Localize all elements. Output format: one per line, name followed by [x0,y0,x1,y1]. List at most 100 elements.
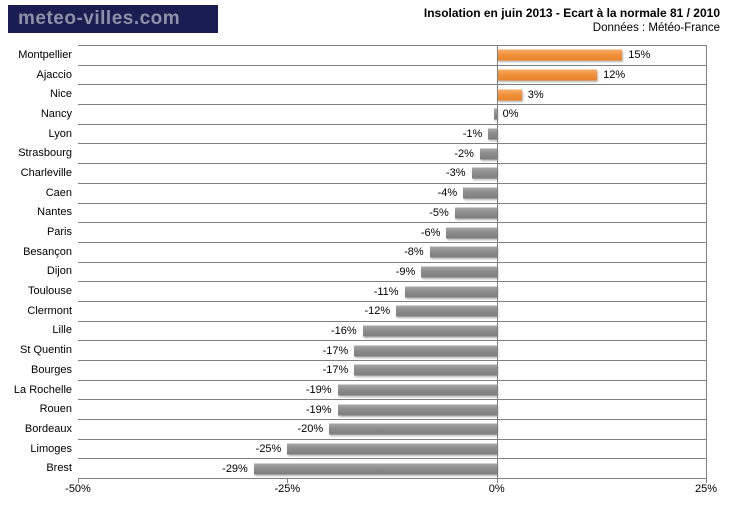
chart-row-nice: 3% [78,85,706,106]
value-label-limoges: -25% [255,443,282,456]
value-label-dijon: -9% [395,265,416,278]
category-label-besancon: Besançon [23,245,72,258]
category-label-bordeaux: Bordeaux [24,422,72,435]
value-label-brest: -29% [222,462,248,475]
category-label-st-quentin: St Quentin [20,344,72,357]
value-label-toulouse: -11% [373,285,399,298]
category-label-lyon: Lyon [48,127,72,140]
zero-axis-line [496,46,498,479]
chart-subtitle: Données : Météo-France [592,22,720,34]
site-logo: meteo-villes.com [8,5,218,33]
category-label-toulouse: Toulouse [27,285,72,298]
bar-brest [253,463,497,475]
x-tick-label--25: -25% [274,483,301,495]
chart-row-clermont: -12% [78,302,706,322]
x-tick-label--50: -50% [65,483,91,495]
value-label-ajaccio: 12% [603,69,626,82]
bar-nice [496,89,522,101]
value-label-rouen: -19% [305,403,332,416]
bar-bordeaux [329,423,497,435]
value-label-nantes: -5% [429,206,449,219]
value-label-clermont: -12% [364,305,391,318]
chart-row-st-quentin: -17% [78,341,706,361]
chart-row-limoges: -25% [78,440,706,460]
x-tick--25 [287,479,289,483]
bar-rouen [337,404,497,416]
category-label-brest: Brest [46,462,72,475]
chart-row-nancy: 0% [78,105,706,125]
bar-caen [463,187,497,199]
chart-row-bourges: -17% [78,361,706,381]
category-label-rouen: Rouen [39,403,72,416]
category-label-la-rochelle: La Rochelle [13,383,72,396]
category-label-nantes: Nantes [37,206,72,219]
chart-title: Insolation en juin 2013 - Ecart à la nor… [423,6,720,20]
chart-row-brest: -29% [78,459,706,480]
category-label-clermont: Clermont [27,304,72,317]
chart-row-montpellier: 15% [78,46,706,66]
bar-strasbourg [479,148,497,160]
category-label-lille: Lille [52,324,72,337]
x-tick-label-0: 0% [488,483,505,495]
bar-besancon [429,246,497,258]
value-label-st-quentin: -17% [322,344,349,357]
chart-row-caen: -4% [78,184,706,204]
x-tick--50 [78,479,79,483]
x-tick-label-25: 25% [694,483,718,495]
chart-row-strasbourg: -2% [78,144,706,165]
category-label-charleville: Charleville [20,166,72,179]
category-label-ajaccio: Ajaccio [36,68,72,81]
chart-row-besancon: -8% [78,243,706,263]
category-label-limoges: Limoges [30,442,72,455]
category-label-dijon: Dijon [46,265,72,278]
bar-toulouse [404,286,497,298]
chart-row-ajaccio: 12% [78,66,706,86]
bar-nancy [493,108,497,120]
value-label-montpellier: 15% [628,49,651,62]
category-label-paris: Paris [46,226,72,239]
chart-row-nantes: -5% [78,204,706,224]
bar-charleville [471,167,497,179]
value-label-charleville: -3% [445,167,466,180]
bar-paris [446,227,497,239]
bar-clermont [396,305,497,317]
bar-st-quentin [354,345,497,357]
category-label-nancy: Nancy [40,107,72,120]
chart-row-paris: -6% [78,223,706,243]
category-label-caen: Caen [45,186,72,199]
chart-row-dijon: -9% [78,263,706,283]
value-label-besancon: -8% [404,246,424,259]
chart-row-toulouse: -11% [78,282,706,302]
bar-montpellier [496,49,623,61]
value-label-strasbourg: -2% [454,147,474,160]
value-label-lyon: -1% [462,128,483,141]
bar-la-rochelle [337,384,497,396]
value-label-paris: -6% [420,226,441,239]
bar-lyon [488,128,497,140]
x-tick-0 [496,479,498,483]
category-axis-labels: Montpellier Ajaccio Nice Nancy Lyon Strasbour… [0,45,72,478]
chart-row-bordeaux: -20% [78,420,706,440]
bar-nantes [454,207,497,219]
bar-limoges [287,443,497,455]
chart-row-lille: -16% [78,322,706,342]
value-label-nice: 3% [527,88,544,101]
value-label-la-rochelle: -19% [305,384,332,397]
plot-area: 15% 12% 3% 0% -1% -2% -3% -4% -5% -6% -8% -9% -11% -1… [78,45,707,480]
chart-row-charleville: -3% [78,164,706,184]
chart-row-la-rochelle: -19% [78,381,706,401]
value-label-bourges: -17% [322,364,349,377]
value-label-caen: -4% [437,187,458,200]
bar-bourges [354,364,497,376]
category-label-strasbourg: Strasbourg [18,147,72,160]
chart-row-lyon: -1% [78,125,706,145]
category-label-bourges: Bourges [31,363,72,376]
x-tick-25 [706,479,707,483]
bar-dijon [421,266,497,278]
category-label-montpellier: Montpellier [18,48,72,61]
value-label-bordeaux: -20% [297,423,324,436]
chart-header: Insolation en juin 2013 - Ecart à la nor… [424,6,720,36]
value-label-nancy: 0% [502,108,519,121]
chart-row-rouen: -19% [78,400,706,421]
